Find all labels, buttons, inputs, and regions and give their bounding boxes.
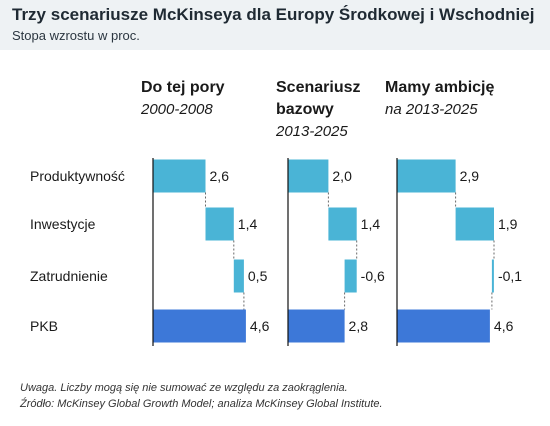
waterfall-chart: Produktywność Inwestycje Zatrudnienie PKB Do… xyxy=(30,79,522,346)
category-label-pkb: PKB xyxy=(30,318,58,334)
footnote-source: Źródło: McKinsey Global Growth Model; an… xyxy=(20,398,383,410)
chart-title: Trzy scenariusze McKinseya dla Europy Śr… xyxy=(12,5,535,24)
bar-panel-3-produktywnosc xyxy=(397,159,456,193)
value-label-panel-2-inwestycje: 1,4 xyxy=(361,216,381,232)
bar-panel-2-inwestycje xyxy=(328,207,357,241)
value-label-panel-3-pkb: 4,6 xyxy=(494,318,514,334)
panel-period-3: na 2013-2025 xyxy=(385,101,478,118)
panel-period-1: 2000-2008 xyxy=(140,101,213,118)
value-label-panel-1-pkb: 4,6 xyxy=(250,318,270,334)
value-label-panel-1-produktywnosc: 2,6 xyxy=(210,168,230,184)
chart-subtitle: Stopa wzrostu w proc. xyxy=(12,28,140,43)
category-label-inwestycje: Inwestycje xyxy=(30,216,96,232)
bar-panel-2-produktywnosc xyxy=(288,159,329,193)
value-label-panel-2-zatrudnienie: -0,6 xyxy=(361,268,385,284)
value-label-panel-3-produktywnosc: 2,9 xyxy=(460,168,480,184)
bar-panel-3-zatrudnienie xyxy=(491,259,494,293)
value-label-panel-2-produktywnosc: 2,0 xyxy=(332,168,352,184)
category-label-zatrudnienie: Zatrudnienie xyxy=(30,268,108,284)
value-label-panel-3-inwestycje: 1,9 xyxy=(498,216,518,232)
panel-heading-3-line-1: Mamy ambicję xyxy=(385,79,494,96)
bar-panel-1-zatrudnienie xyxy=(233,259,244,293)
value-label-panel-2-pkb: 2,8 xyxy=(349,318,369,334)
bar-panel-1-inwestycje xyxy=(205,207,234,241)
category-label-produktywnosc: Produktywność xyxy=(30,168,125,184)
panel-period-2: 2013-2025 xyxy=(275,123,348,140)
value-label-panel-3-zatrudnienie: -0,1 xyxy=(498,268,522,284)
bar-panel-2-zatrudnienie xyxy=(344,259,357,293)
footnote-note: Uwaga. Liczby mogą się nie sumować ze wz… xyxy=(20,382,348,394)
value-label-panel-1-inwestycje: 1,4 xyxy=(238,216,258,232)
bar-panel-1-produktywnosc xyxy=(153,159,206,193)
bar-panel-1-pkb xyxy=(153,309,246,343)
bar-panel-2-pkb xyxy=(288,309,345,343)
panel-heading-1-line-1: Do tej pory xyxy=(141,79,225,96)
bar-panel-3-pkb xyxy=(397,309,490,343)
chart-header: Trzy scenariusze McKinseya dla Europy Śr… xyxy=(0,0,550,50)
panel-heading-2-line-1: Scenariusz xyxy=(276,79,360,96)
value-label-panel-1-zatrudnienie: 0,5 xyxy=(248,268,268,284)
panel-heading-2-line-2: bazowy xyxy=(276,101,334,118)
bar-panel-3-inwestycje xyxy=(455,207,494,241)
